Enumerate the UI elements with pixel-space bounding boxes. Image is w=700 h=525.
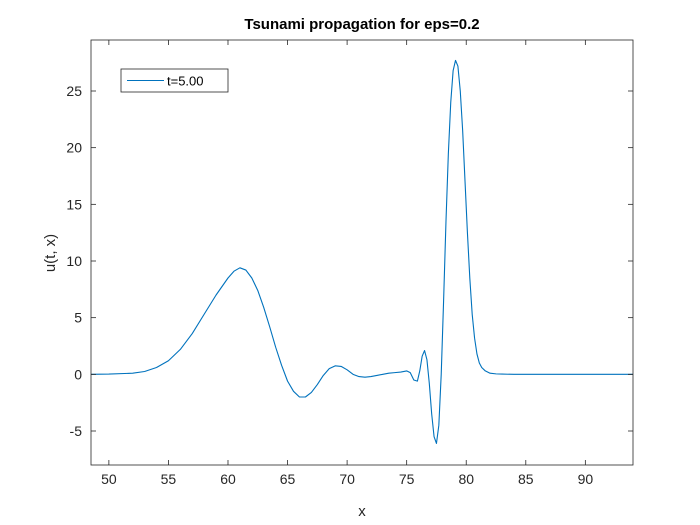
legend-box xyxy=(120,68,229,93)
y-tick-label: -5 xyxy=(70,423,83,439)
x-tick-label: 90 xyxy=(578,471,594,487)
series-line-0 xyxy=(90,59,633,445)
legend-entry-label: t=5.00 xyxy=(167,74,204,89)
y-tick-label: 15 xyxy=(66,196,82,212)
x-tick-label: 55 xyxy=(161,471,177,487)
x-tick-label: 60 xyxy=(220,471,236,487)
legend: t=5.00 xyxy=(120,68,229,93)
y-tick-label: 5 xyxy=(74,310,82,326)
x-tick-label: 85 xyxy=(518,471,534,487)
y-axis-ticks: -5 0 5 10 15 20 25 xyxy=(66,83,633,439)
series-layer xyxy=(90,59,633,445)
x-axis-ticks: 50 55 60 65 70 75 80 85 90 xyxy=(101,40,593,487)
y-axis-label: u(t, x) xyxy=(42,234,59,272)
plot-area xyxy=(91,40,633,465)
axes-box xyxy=(90,39,634,466)
x-axis-label: x xyxy=(358,503,366,520)
y-tick-label: 10 xyxy=(66,253,82,269)
x-tick-label: 50 xyxy=(101,471,117,487)
y-tick-label: 25 xyxy=(66,83,82,99)
x-tick-label: 75 xyxy=(399,471,415,487)
y-tick-label: 0 xyxy=(74,366,82,382)
chart-title: Tsunami propagation for eps=0.2 xyxy=(244,16,479,33)
x-tick-label: 65 xyxy=(280,471,296,487)
x-tick-label: 80 xyxy=(458,471,474,487)
x-tick-label: 70 xyxy=(339,471,355,487)
y-tick-label: 20 xyxy=(66,140,82,156)
